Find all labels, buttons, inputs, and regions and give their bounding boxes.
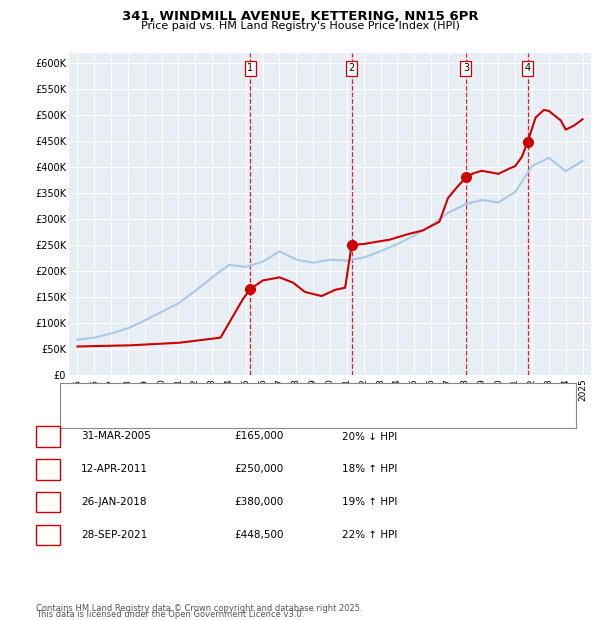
Text: 20% ↓ HPI: 20% ↓ HPI <box>342 432 397 441</box>
Text: ——: —— <box>67 410 92 423</box>
Text: 31-MAR-2005: 31-MAR-2005 <box>81 432 151 441</box>
Text: 12-APR-2011: 12-APR-2011 <box>81 464 148 474</box>
Text: £448,500: £448,500 <box>234 530 284 540</box>
Text: 341, WINDMILL AVENUE, KETTERING, NN15 6PR: 341, WINDMILL AVENUE, KETTERING, NN15 6P… <box>122 10 478 23</box>
Text: 1: 1 <box>44 432 52 441</box>
Text: Price paid vs. HM Land Registry's House Price Index (HPI): Price paid vs. HM Land Registry's House … <box>140 21 460 31</box>
Text: 19% ↑ HPI: 19% ↑ HPI <box>342 497 397 507</box>
Text: £165,000: £165,000 <box>234 432 283 441</box>
Text: 4: 4 <box>44 530 52 540</box>
Text: ——: —— <box>67 389 92 402</box>
Text: £250,000: £250,000 <box>234 464 283 474</box>
Text: 2: 2 <box>349 63 355 73</box>
Text: 26-JAN-2018: 26-JAN-2018 <box>81 497 146 507</box>
Text: 1: 1 <box>247 63 253 73</box>
Text: HPI: Average price, detached house, North Northamptonshire: HPI: Average price, detached house, Nort… <box>105 411 411 421</box>
Text: 28-SEP-2021: 28-SEP-2021 <box>81 530 147 540</box>
Text: 3: 3 <box>44 497 52 507</box>
Text: Contains HM Land Registry data © Crown copyright and database right 2025.: Contains HM Land Registry data © Crown c… <box>36 603 362 613</box>
Text: 18% ↑ HPI: 18% ↑ HPI <box>342 464 397 474</box>
Text: 3: 3 <box>463 63 469 73</box>
Text: 2: 2 <box>44 464 52 474</box>
Text: 341, WINDMILL AVENUE, KETTERING, NN15 6PR (detached house): 341, WINDMILL AVENUE, KETTERING, NN15 6P… <box>105 391 434 401</box>
Text: £380,000: £380,000 <box>234 497 283 507</box>
Text: This data is licensed under the Open Government Licence v3.0.: This data is licensed under the Open Gov… <box>36 610 304 619</box>
Text: 22% ↑ HPI: 22% ↑ HPI <box>342 530 397 540</box>
Text: 4: 4 <box>524 63 531 73</box>
